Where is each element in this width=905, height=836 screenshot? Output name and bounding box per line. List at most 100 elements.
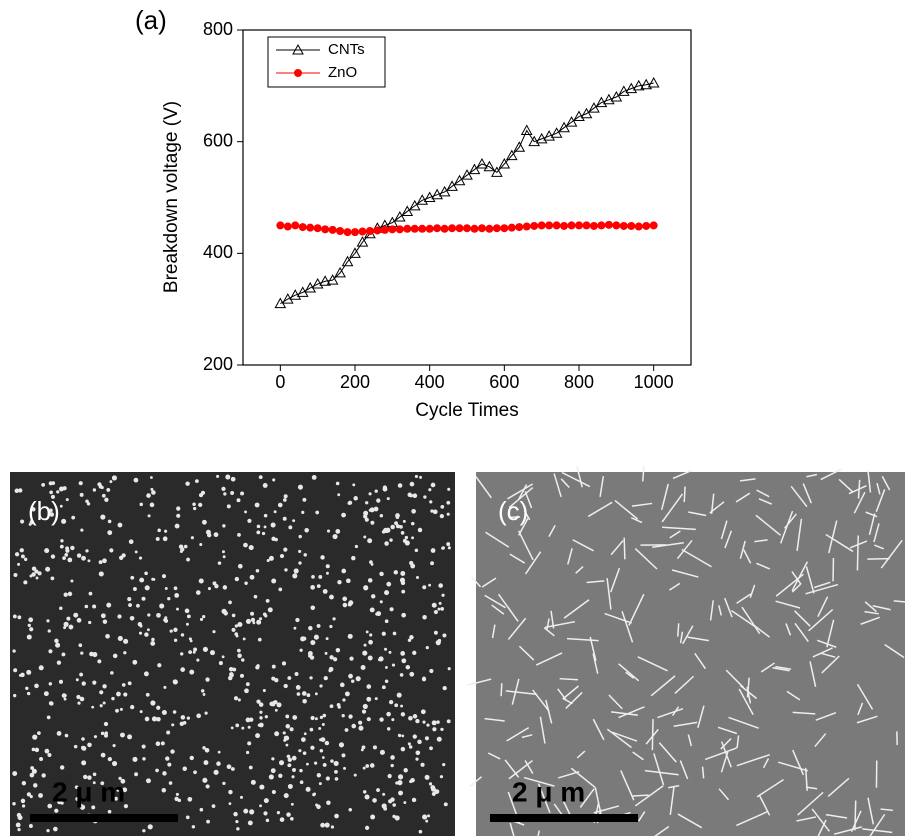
texture <box>144 632 149 637</box>
point <box>283 222 292 231</box>
texture <box>862 828 893 834</box>
texture <box>314 692 318 696</box>
texture <box>207 586 212 591</box>
texture <box>81 746 87 751</box>
texture <box>171 723 175 727</box>
texture <box>44 548 50 554</box>
texture <box>285 724 291 729</box>
texture <box>335 529 341 534</box>
texture <box>180 633 185 637</box>
texture <box>363 585 369 591</box>
texture <box>518 645 535 661</box>
texture <box>358 720 363 725</box>
texture <box>255 733 261 739</box>
texture <box>446 512 450 516</box>
texture <box>142 829 146 833</box>
texture <box>625 671 635 679</box>
texture <box>319 748 324 753</box>
texture <box>256 619 262 625</box>
texture <box>21 780 27 786</box>
texture <box>292 573 298 579</box>
texture <box>354 544 359 549</box>
texture <box>796 816 817 822</box>
texture <box>273 700 278 705</box>
texture <box>264 715 268 719</box>
texture <box>302 699 307 704</box>
texture <box>500 683 503 697</box>
texture <box>84 604 89 609</box>
texture <box>867 797 875 825</box>
texture <box>107 809 112 814</box>
texture <box>718 605 723 616</box>
texture <box>179 721 185 726</box>
point <box>351 228 359 237</box>
texture <box>41 773 46 778</box>
texture <box>344 691 350 697</box>
texture <box>196 713 202 719</box>
texture <box>382 485 388 490</box>
texture <box>17 815 23 821</box>
scale-bar-label: 2 μ m <box>512 776 585 807</box>
texture <box>384 590 390 596</box>
texture <box>159 603 165 609</box>
point <box>425 224 434 233</box>
texture <box>128 539 134 545</box>
texture <box>420 762 425 767</box>
texture <box>152 578 156 581</box>
texture <box>319 715 324 719</box>
texture <box>237 533 241 537</box>
texture <box>92 680 97 685</box>
texture <box>362 703 368 710</box>
texture <box>325 776 330 781</box>
texture <box>363 514 368 519</box>
texture <box>302 751 307 755</box>
texture <box>400 746 406 752</box>
texture <box>335 647 341 653</box>
texture <box>374 489 378 493</box>
texture <box>668 582 681 591</box>
texture <box>182 766 187 771</box>
texture <box>411 508 416 514</box>
texture <box>38 665 44 671</box>
texture <box>105 633 110 639</box>
texture <box>230 767 235 771</box>
texture <box>874 544 885 550</box>
texture <box>277 502 283 508</box>
texture <box>256 664 260 668</box>
texture <box>76 553 82 558</box>
texture <box>660 483 669 511</box>
texture <box>351 679 355 683</box>
texture <box>116 691 121 697</box>
texture <box>151 490 156 495</box>
texture <box>102 701 106 705</box>
texture <box>80 528 84 532</box>
texture <box>303 732 307 736</box>
texture <box>313 761 318 765</box>
texture <box>109 480 113 484</box>
point <box>492 224 501 233</box>
texture <box>669 786 675 815</box>
texture <box>151 716 157 722</box>
texture <box>15 822 21 828</box>
image-label: (c) <box>498 496 528 526</box>
texture <box>507 483 534 500</box>
texture <box>71 515 76 520</box>
texture <box>401 612 407 618</box>
texture <box>167 597 171 601</box>
texture <box>198 578 204 584</box>
texture <box>145 778 151 784</box>
texture <box>497 593 519 622</box>
texture <box>117 522 123 528</box>
texture <box>172 710 177 714</box>
texture <box>281 661 287 666</box>
point <box>365 227 374 235</box>
texture <box>379 571 384 577</box>
texture <box>29 519 35 525</box>
texture <box>298 549 302 554</box>
texture <box>111 475 118 481</box>
texture <box>100 731 105 736</box>
texture <box>310 745 315 750</box>
texture <box>31 507 36 512</box>
texture <box>298 749 302 753</box>
texture <box>756 562 771 570</box>
